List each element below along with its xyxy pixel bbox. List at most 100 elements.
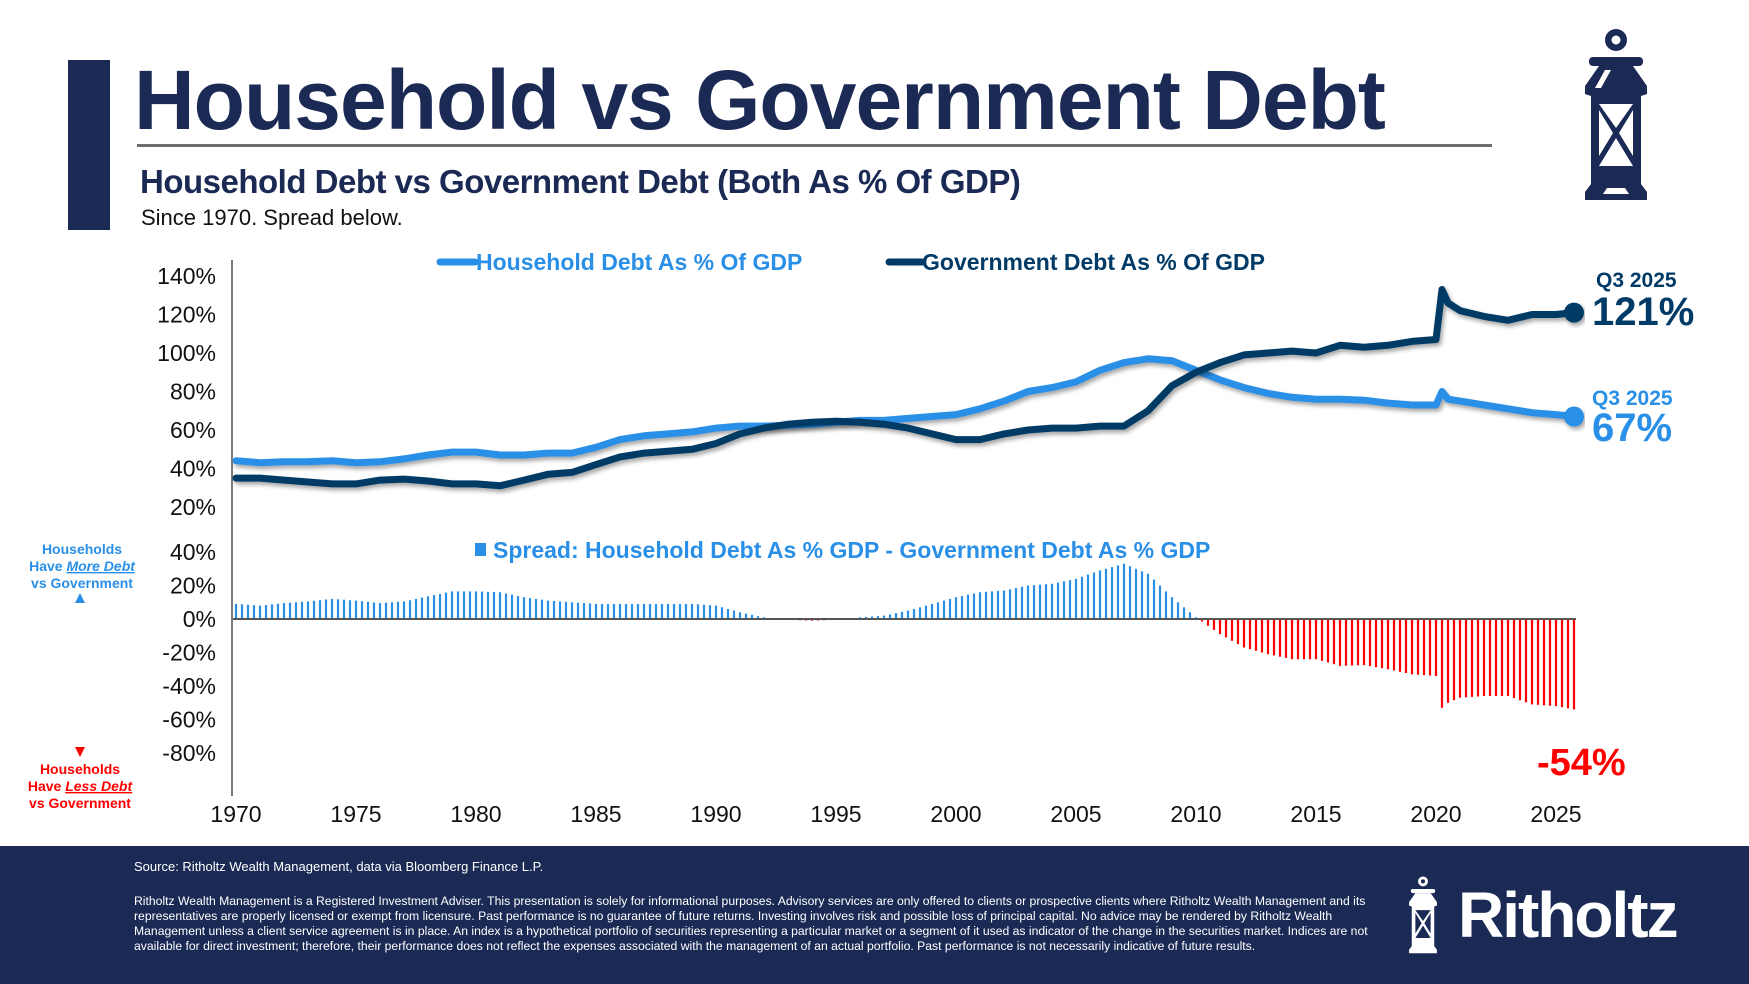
spread-bar <box>498 592 502 619</box>
spread-bar <box>648 603 652 619</box>
spread-bar <box>552 601 556 619</box>
main-y-tick: 100% <box>157 340 216 366</box>
spread-bar <box>1404 619 1408 673</box>
spread-bar <box>336 599 340 619</box>
x-tick: 1990 <box>690 801 741 827</box>
annotation-bottom-line3: vs Government <box>29 795 131 811</box>
spread-bar <box>1476 619 1480 697</box>
x-tick: 1985 <box>570 801 621 827</box>
x-tick: 2005 <box>1050 801 1101 827</box>
spread-bar <box>1548 619 1552 706</box>
spread-bar <box>360 601 364 619</box>
main-y-tick-labels: 140% 120% 100% 80% 60% 40% 20% <box>157 263 216 520</box>
x-tick: 1970 <box>210 801 261 827</box>
spread-bar <box>1374 619 1378 668</box>
spread-bar <box>1368 619 1372 667</box>
spread-bar <box>1146 573 1150 619</box>
spread-bar <box>354 600 358 619</box>
spread-bar <box>1170 597 1174 619</box>
spread-bar <box>1086 574 1090 619</box>
spread-bar <box>240 604 244 619</box>
spread-bar <box>474 591 478 619</box>
spread-y-tick: 40% <box>170 539 216 565</box>
spread-bar <box>1002 590 1006 619</box>
spread-bar <box>1572 619 1576 710</box>
spread-bar <box>1206 619 1210 626</box>
spread-y-tick-labels: 40% 20% 0% -20% -40% -60% -80% <box>162 539 216 766</box>
disclaimer-text: Ritholtz Wealth Management is a Register… <box>134 894 1368 953</box>
spread-bar <box>444 592 448 619</box>
spread-bar <box>1050 583 1054 619</box>
spread-bar <box>1458 619 1462 698</box>
spread-bar <box>912 609 916 619</box>
spread-bar <box>528 598 532 619</box>
spread-bar <box>426 596 430 619</box>
spread-bar <box>1506 619 1510 696</box>
spread-bar <box>1116 565 1120 619</box>
spread-bar <box>966 594 970 619</box>
spread-bar <box>1260 619 1264 653</box>
spread-bar <box>306 601 310 619</box>
arrow-up-head <box>75 593 85 603</box>
spread-bar <box>1224 619 1228 638</box>
spread-bar <box>618 603 622 619</box>
spread-bar <box>942 600 946 619</box>
spread-bar <box>1464 619 1468 698</box>
spread-bar <box>750 614 754 619</box>
spread-bar <box>558 601 562 619</box>
spread-bar <box>738 612 742 619</box>
spread-bar <box>690 603 694 619</box>
x-tick: 2025 <box>1530 801 1581 827</box>
spread-bar <box>864 616 868 619</box>
spread-bar <box>462 591 466 619</box>
spread-bar <box>300 601 304 619</box>
spread-bar <box>744 613 748 619</box>
spread-bar <box>396 601 400 619</box>
spread-bar <box>630 603 634 619</box>
main-y-tick: 60% <box>170 417 216 443</box>
x-tick: 1975 <box>330 801 381 827</box>
title-divider <box>137 144 1492 147</box>
spread-bar <box>936 602 940 620</box>
spread-bar <box>456 591 460 619</box>
spread-bar <box>1254 619 1258 651</box>
spread-bar <box>1272 619 1276 656</box>
spread-bar <box>1350 619 1354 666</box>
x-tick: 2015 <box>1290 801 1341 827</box>
spread-bar <box>900 611 904 619</box>
less-debt-annotation: Households Have Less Debt vs Government <box>28 761 134 811</box>
spread-bar <box>930 603 934 619</box>
spread-bar <box>312 600 316 619</box>
legend-household-label: Household Debt As % Of GDP <box>476 249 802 275</box>
spread-bar <box>378 603 382 619</box>
spread-bar <box>1092 572 1096 619</box>
spread-bar <box>1326 619 1330 663</box>
debt-chart: 140% 120% 100% 80% 60% 40% 20% 40% 20% 0% -20% -40… <box>28 249 1694 827</box>
household-end-dot <box>1564 406 1584 427</box>
spread-bar <box>1044 584 1048 619</box>
x-tick: 1980 <box>450 801 501 827</box>
spread-bar <box>480 591 484 619</box>
spread-bar <box>1188 612 1192 619</box>
spread-bar <box>576 602 580 619</box>
household-debt-line <box>232 355 1578 467</box>
source-note: Source: Ritholtz Wealth Management, data… <box>134 859 544 874</box>
x-tick: 1995 <box>810 801 861 827</box>
government-end-period: Q3 2025 <box>1596 269 1677 292</box>
lantern-icon <box>1585 29 1647 200</box>
spread-bar <box>1362 619 1366 666</box>
spread-y-tick: 0% <box>183 606 216 632</box>
spread-bar <box>1536 619 1540 705</box>
spread-bar <box>318 600 322 619</box>
spread-bar <box>1104 568 1108 620</box>
spread-bar <box>1494 619 1498 696</box>
spread-bar <box>1056 582 1060 619</box>
spread-bar <box>1554 619 1558 707</box>
spread-bar <box>1452 619 1456 701</box>
spread-bar <box>600 603 604 619</box>
spread-bar <box>366 601 370 619</box>
spread-bar <box>348 600 352 619</box>
x-tick: 2000 <box>930 801 981 827</box>
spread-bar <box>276 603 280 619</box>
footer: Source: Ritholtz Wealth Management, data… <box>0 846 1749 984</box>
